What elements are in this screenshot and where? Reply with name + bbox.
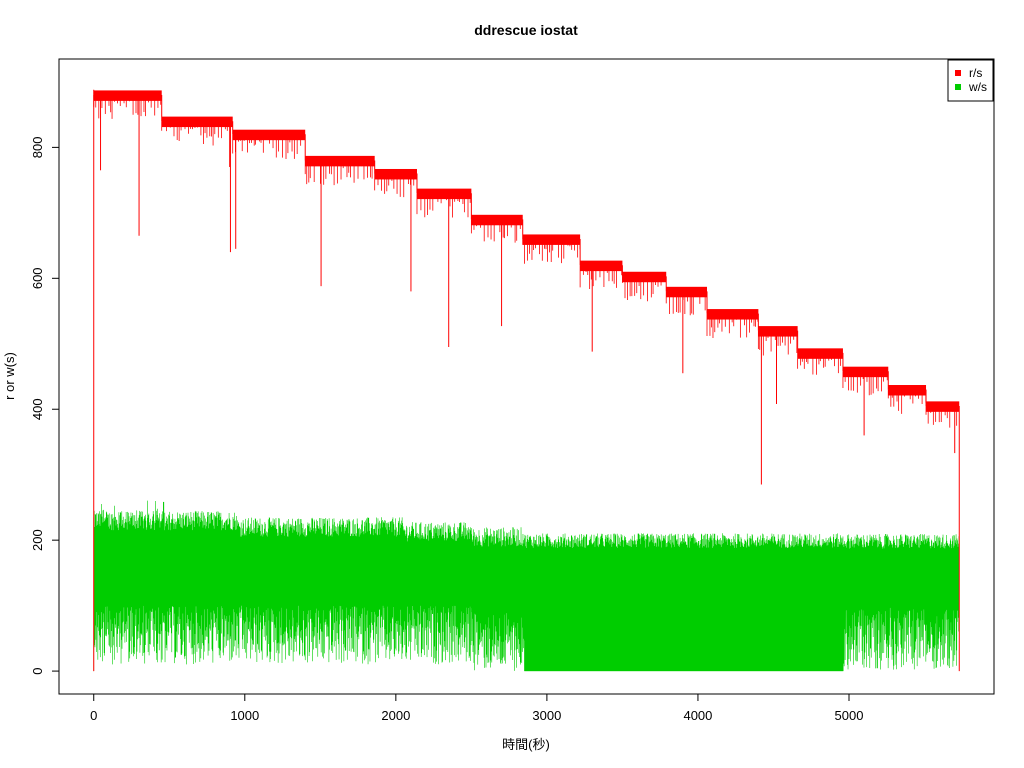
- r-noise-7: [522, 239, 581, 264]
- r-noise-9: [622, 276, 666, 302]
- r-noise-1: [161, 121, 231, 146]
- legend-box: [947, 59, 994, 102]
- x-tick-label: 4000: [683, 708, 712, 723]
- legend: r/s w/s: [947, 59, 994, 102]
- r-step-14: [842, 366, 889, 378]
- r-noise-12: [757, 330, 798, 356]
- r-step-10: [666, 286, 708, 298]
- r-noise-5: [416, 193, 471, 218]
- r-connectors: [93, 89, 960, 672]
- series-w-s: [93, 500, 960, 672]
- chart-title: ddrescue iostat: [474, 22, 578, 38]
- r-step-8: [580, 260, 623, 272]
- r-noise-16: [925, 405, 958, 428]
- y-axis-label: r or w(s): [2, 352, 17, 400]
- x-axis: 0 1000 2000 3000 4000 5000: [90, 693, 864, 723]
- r-step-0: [93, 90, 162, 101]
- x-tick-label: 3000: [532, 708, 561, 723]
- y-tick-label: 0: [30, 667, 45, 674]
- series-r-s: [93, 89, 960, 672]
- x-tick-label: 0: [90, 708, 97, 723]
- x-tick-label: 2000: [381, 708, 410, 723]
- legend-label-w: w/s: [968, 80, 987, 94]
- r-noise-2: [232, 134, 305, 160]
- r-step-4: [374, 168, 417, 180]
- r-noise-3: [304, 160, 373, 186]
- r-noise-11: [706, 313, 759, 339]
- y-tick-label: 800: [30, 137, 45, 159]
- r-step-2: [232, 129, 306, 141]
- r-step-16: [926, 401, 960, 412]
- r-noise-14: [842, 371, 888, 396]
- r-noise-15: [887, 389, 927, 414]
- x-tick-label: 5000: [835, 708, 864, 723]
- r-step-9: [622, 271, 667, 283]
- r-noise-8: [579, 265, 623, 290]
- r-noise-13: [797, 352, 841, 375]
- y-tick-label: 200: [30, 529, 45, 551]
- r-noise-10: [665, 291, 706, 316]
- r-step-11: [707, 309, 759, 320]
- r-step-3: [305, 155, 375, 167]
- legend-label-r: r/s: [969, 66, 982, 80]
- r-step-6: [471, 214, 523, 226]
- x-tick-label: 1000: [230, 708, 259, 723]
- w-line: [93, 500, 960, 672]
- y-tick-label: 400: [30, 398, 45, 420]
- legend-swatch-r: [955, 70, 961, 76]
- plot-area: [93, 89, 960, 672]
- legend-swatch-w: [955, 84, 961, 90]
- y-tick-label: 600: [30, 267, 45, 289]
- r-step-5: [416, 188, 472, 200]
- y-axis: 0 200 400 600 800: [30, 137, 60, 675]
- r-noise-6: [470, 219, 521, 243]
- x-axis-label: 時間(秒): [502, 737, 550, 752]
